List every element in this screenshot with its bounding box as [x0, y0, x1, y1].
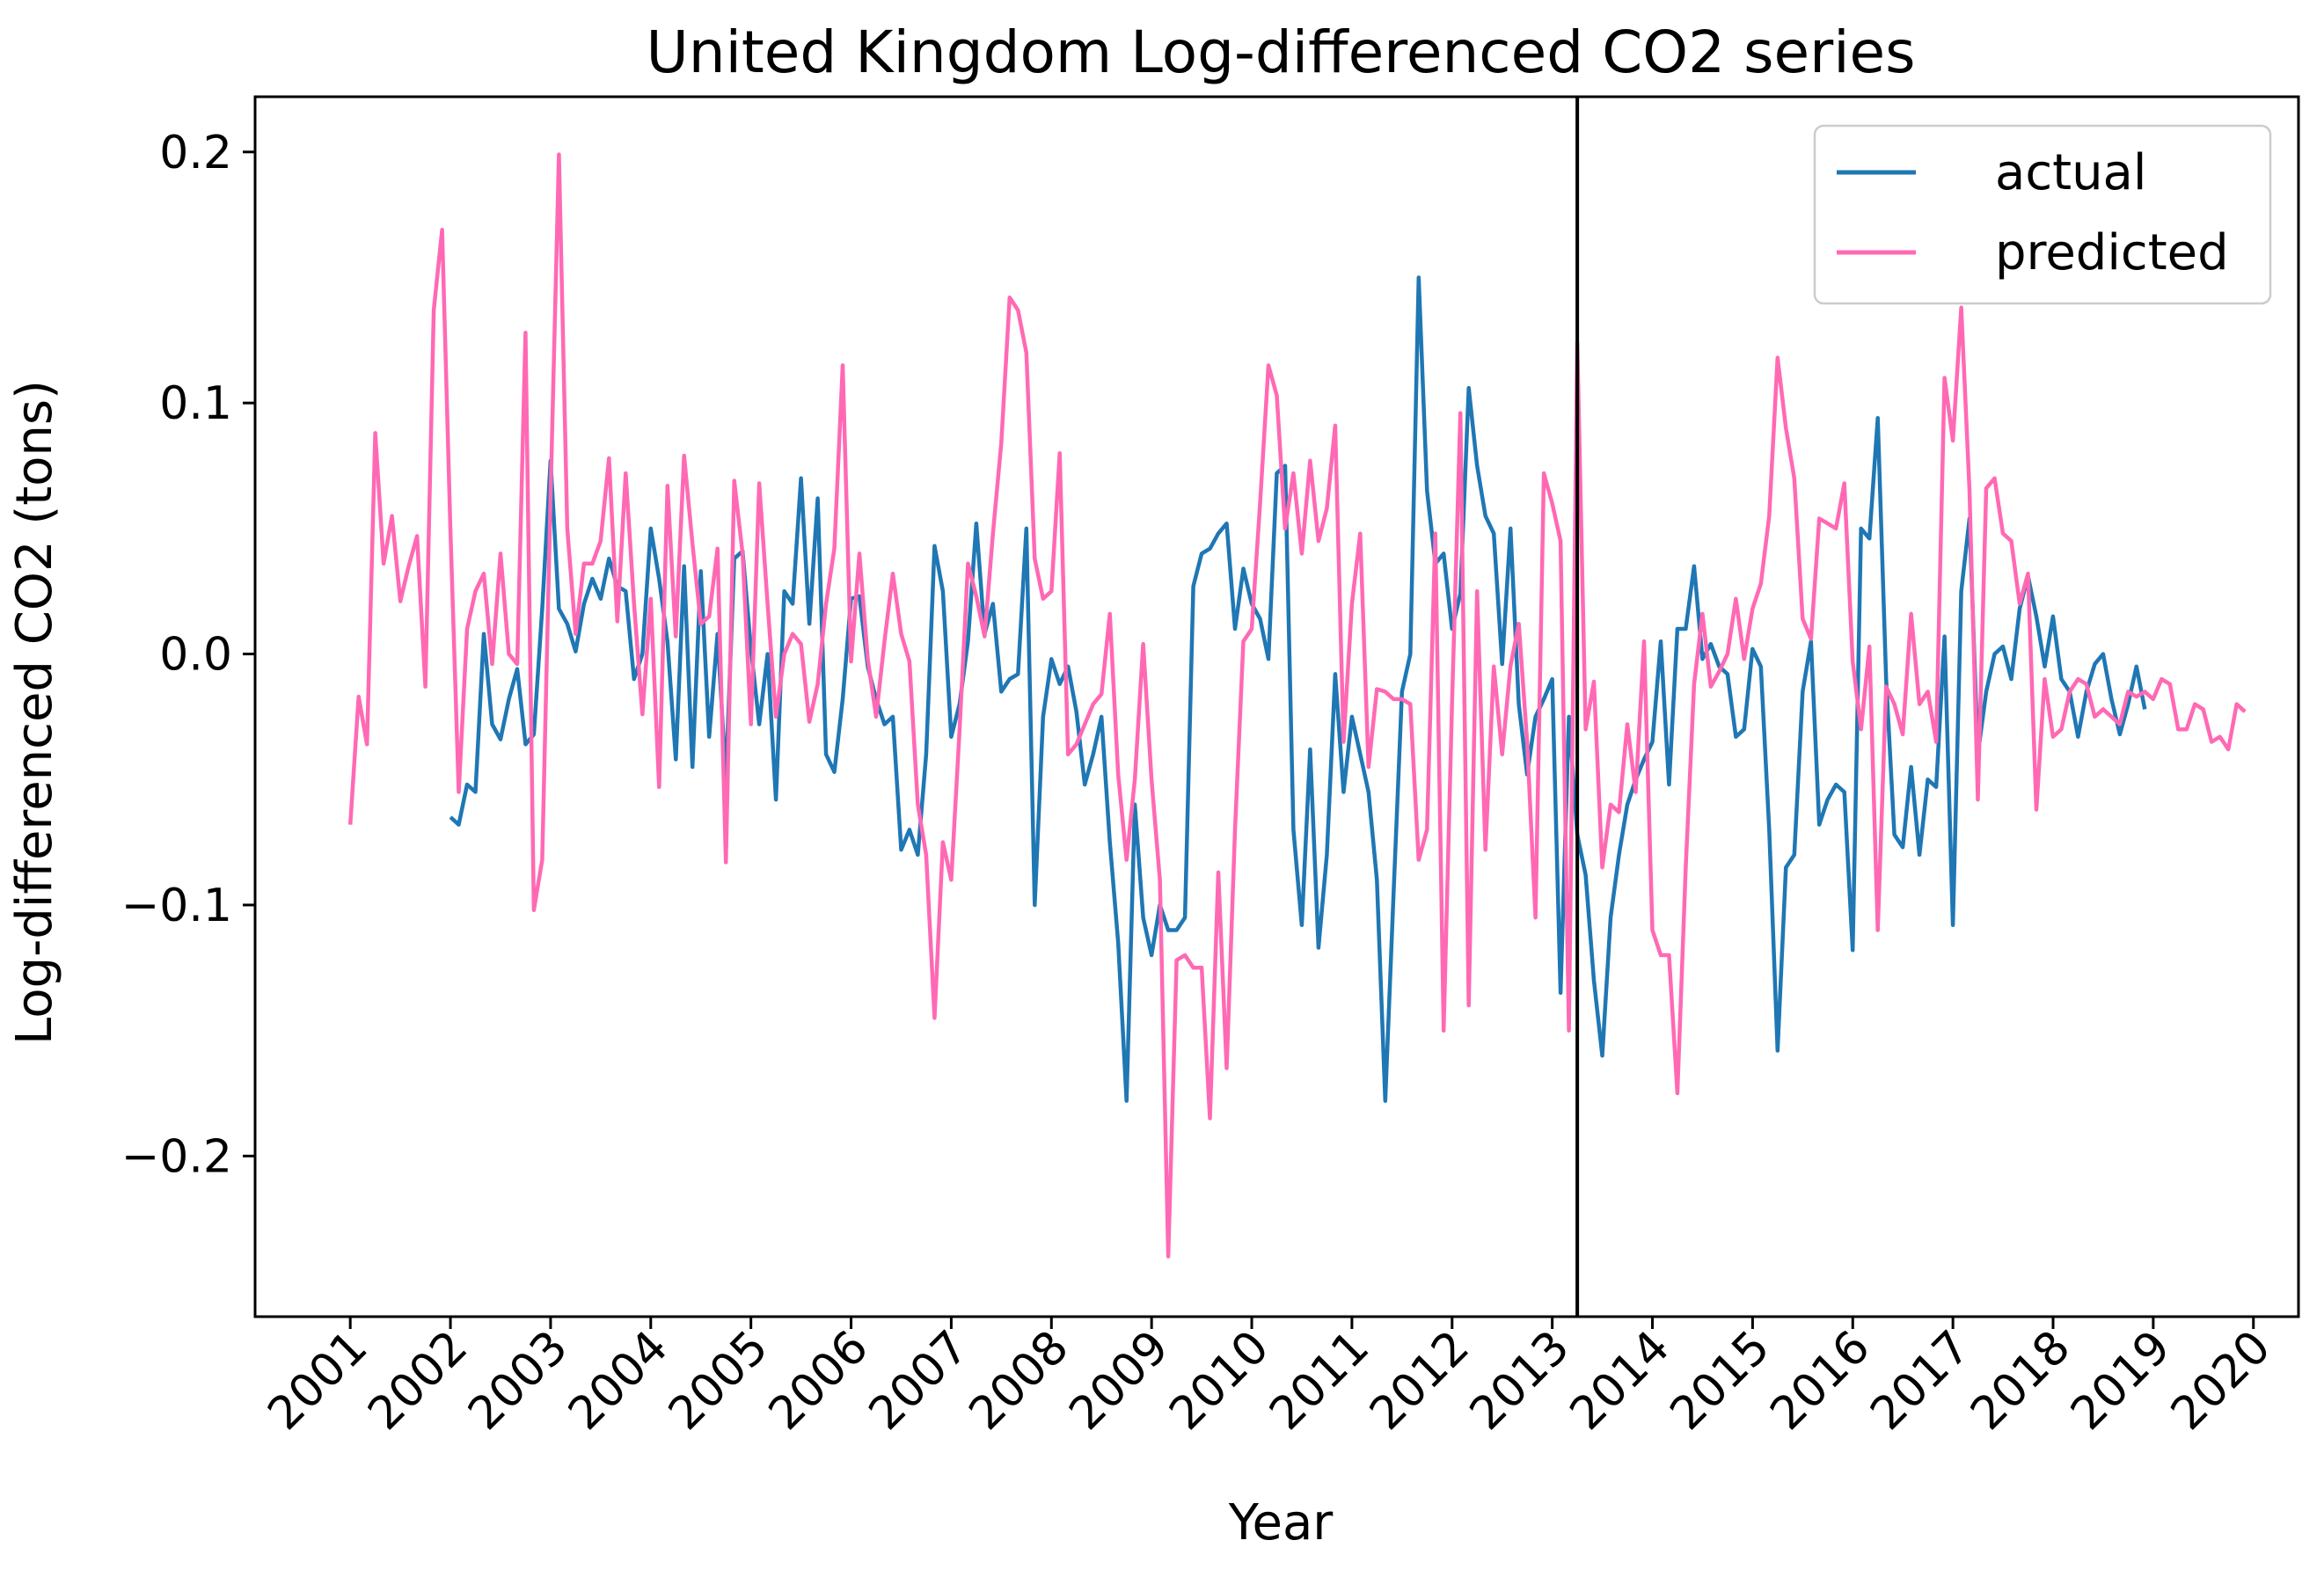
legend: actual predicted	[1813, 124, 2272, 305]
y-tick-label: 0.0	[159, 629, 232, 682]
y-tick-label: −0.1	[121, 880, 232, 932]
chart-title: United Kingdom Log-differenced CO2 serie…	[646, 18, 1915, 86]
y-axis: −0.2 −0.1 0.0 0.1 0.2	[121, 127, 255, 1183]
x-axis-label: Year	[1228, 1494, 1334, 1551]
plot-area-frame	[253, 95, 2300, 1318]
legend-label-predicted: predicted	[1995, 224, 2229, 281]
plot-lines	[347, 97, 2247, 1317]
y-axis-label: Log-differenced CO2 (tons)	[6, 380, 63, 1045]
legend-box	[1813, 124, 2272, 305]
y-tick-label: 0.2	[159, 127, 232, 179]
y-tick-label: 0.1	[159, 377, 232, 430]
series-line-predicted	[347, 152, 2247, 1259]
legend-label-actual: actual	[1995, 144, 2146, 201]
y-tick-label: −0.2	[121, 1130, 232, 1183]
